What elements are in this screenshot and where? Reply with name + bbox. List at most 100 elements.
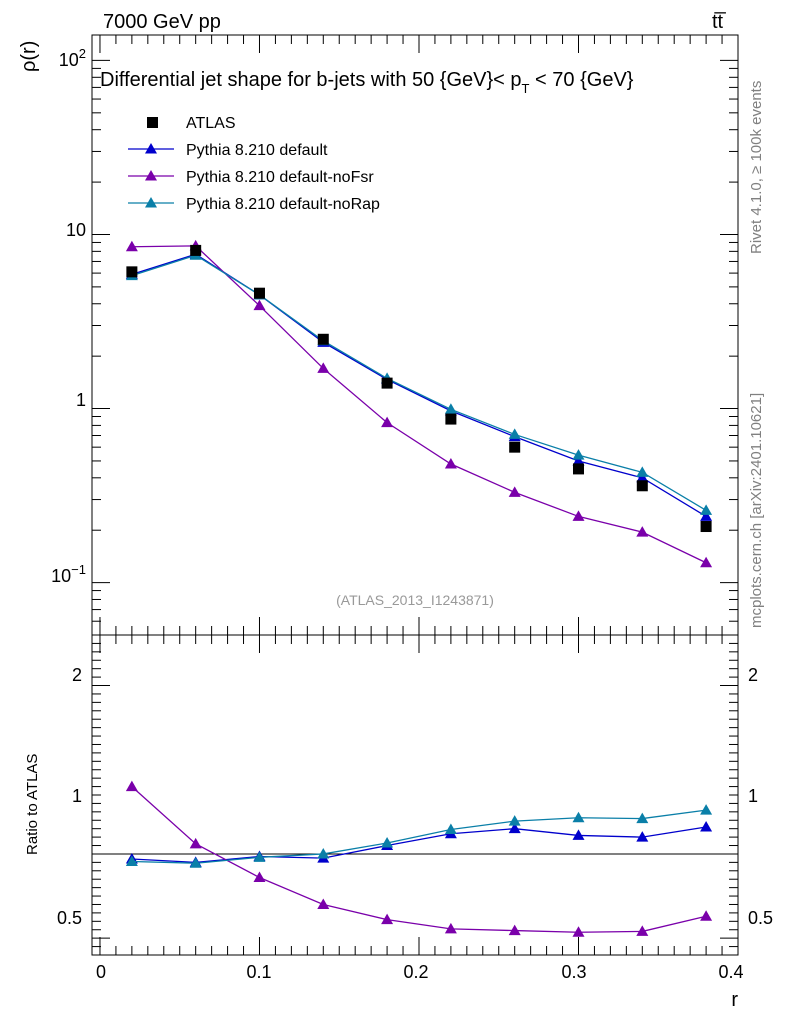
data-point-default [700, 510, 713, 521]
data-point-atlas [317, 333, 329, 345]
ratio-y-tick-label-2-right: 2 [748, 665, 758, 685]
data-point-noRap [508, 428, 521, 439]
main-panel: 10−1 1 10 102 ρ(r) Differential jet shap… [18, 34, 739, 636]
legend-label-nofsr: Pythia 8.210 default-noFsr [186, 169, 374, 186]
ratio-point-noRap [572, 811, 585, 823]
main-x-ticks [99, 35, 739, 635]
rivet-version-label: Rivet 4.1.0, ≥ 100k events [748, 81, 765, 254]
legend-label-default: Pythia 8.210 default [186, 142, 328, 159]
ratio-y-tick-label-2-left: 2 [72, 665, 82, 685]
data-point-default [572, 454, 585, 466]
legend-label-atlas: ATLAS [186, 115, 236, 132]
ratio-line-noRap [131, 809, 707, 864]
ratio-point-noRap [444, 823, 457, 835]
data-point-noFsr [444, 458, 457, 469]
legend: ATLAS Pythia 8.210 default Pythia 8.210 … [128, 115, 380, 213]
ratio-point-noRap [125, 855, 138, 867]
ratio-y-tick-label-1-left: 1 [72, 786, 82, 806]
ratio-point-default [572, 829, 585, 840]
legend-marker-nofsr [145, 170, 157, 181]
energy-label: 7000 GeV pp [103, 11, 221, 33]
x-tick-label-0.3: 0.3 [561, 962, 586, 982]
data-point-noFsr [508, 486, 521, 497]
y-tick-label-100: 102 [59, 46, 86, 70]
data-point-atlas [253, 287, 265, 299]
ratio-y-ticks [92, 642, 738, 948]
y-tick-label-0.1: 10−1 [51, 562, 86, 586]
ratio-point-noRap [700, 804, 713, 815]
data-point-atlas [381, 377, 393, 389]
ratio-point-noRap [381, 837, 394, 848]
ratio-point-noFsr [444, 922, 457, 934]
data-point-noFsr [700, 556, 713, 568]
ratio-point-noFsr [253, 871, 266, 883]
data-point-atlas [509, 441, 521, 453]
ratio-y-tick-label-0.5-left: 0.5 [57, 908, 82, 928]
ratio-point-noFsr [317, 898, 330, 909]
series-line-noRap [131, 254, 707, 511]
ratio-series [125, 780, 713, 937]
process-label: tt̅ [712, 11, 726, 33]
y-tick-label-10: 10 [66, 220, 86, 240]
data-point-noFsr [636, 526, 649, 537]
chart-title: Differential jet shape for b-jets with 5… [100, 69, 634, 96]
ratio-point-noRap [317, 847, 330, 859]
x-tick-label-0.1: 0.1 [246, 962, 271, 982]
data-point-noRap [636, 466, 649, 477]
ratio-point-noFsr [189, 837, 202, 849]
source-label: mcplots.cern.ch [arXiv:2401.10621] [748, 393, 765, 628]
data-point-noFsr [381, 416, 394, 428]
ratio-point-noFsr [508, 924, 521, 936]
ratio-point-noRap [189, 857, 202, 868]
data-point-atlas [636, 480, 648, 492]
ratio-x-ticks [99, 635, 739, 955]
data-point-noRap [444, 403, 457, 414]
legend-marker-default [145, 143, 157, 154]
x-axis-title: r [731, 989, 738, 1011]
ratio-point-noRap [253, 851, 266, 862]
x-tick-label-0.4: 0.4 [718, 962, 743, 982]
ratio-point-default [636, 831, 649, 842]
ratio-y-tick-label-0.5-right: 0.5 [748, 908, 773, 928]
data-point-noFsr [253, 299, 266, 311]
series-line-default [131, 253, 707, 517]
analysis-id-label: (ATLAS_2013_I1243871) [336, 592, 494, 608]
data-point-atlas [126, 266, 138, 278]
data-point-default [636, 471, 649, 483]
y-tick-label-1: 1 [76, 390, 86, 410]
main-series [125, 239, 713, 568]
data-point-noRap [572, 449, 585, 460]
data-point-noFsr [317, 362, 330, 373]
ratio-point-noFsr [700, 910, 713, 921]
ratio-point-default [700, 821, 713, 832]
data-point-noFsr [572, 510, 585, 521]
ratio-point-noFsr [572, 926, 585, 937]
ratio-point-noFsr [381, 913, 394, 925]
ratio-point-noFsr [125, 780, 138, 792]
ratio-point-noFsr [636, 925, 649, 936]
x-tick-label-0: 0 [96, 962, 106, 982]
legend-marker-norap [145, 197, 157, 208]
ratio-line-noFsr [131, 786, 707, 933]
data-point-noFsr [125, 240, 138, 252]
series-line-noFsr [131, 245, 707, 564]
ratio-panel: 0.5 1 2 0.5 1 2 Ratio to ATLAS 0 0.1 0.2… [24, 634, 773, 1011]
data-point-atlas [700, 521, 712, 533]
data-point-atlas [190, 244, 202, 256]
data-point-noRap [700, 504, 713, 515]
data-point-atlas [445, 413, 457, 425]
data-point-atlas [572, 463, 584, 475]
x-tick-label-0.2: 0.2 [403, 962, 428, 982]
ratio-point-default [508, 822, 521, 834]
main-y-axis-title: ρ(r) [18, 41, 40, 72]
ratio-frame [91, 634, 739, 956]
legend-label-norap: Pythia 8.210 default-noRap [186, 196, 380, 213]
ratio-point-noRap [508, 815, 521, 826]
ratio-y-axis-title: Ratio to ATLAS [24, 754, 41, 855]
ratio-point-noRap [636, 812, 649, 824]
main-y-ticks [92, 59, 738, 636]
legend-marker-atlas [147, 117, 158, 128]
ratio-y-tick-label-1-right: 1 [748, 786, 758, 806]
ratio-line-default [131, 826, 707, 864]
